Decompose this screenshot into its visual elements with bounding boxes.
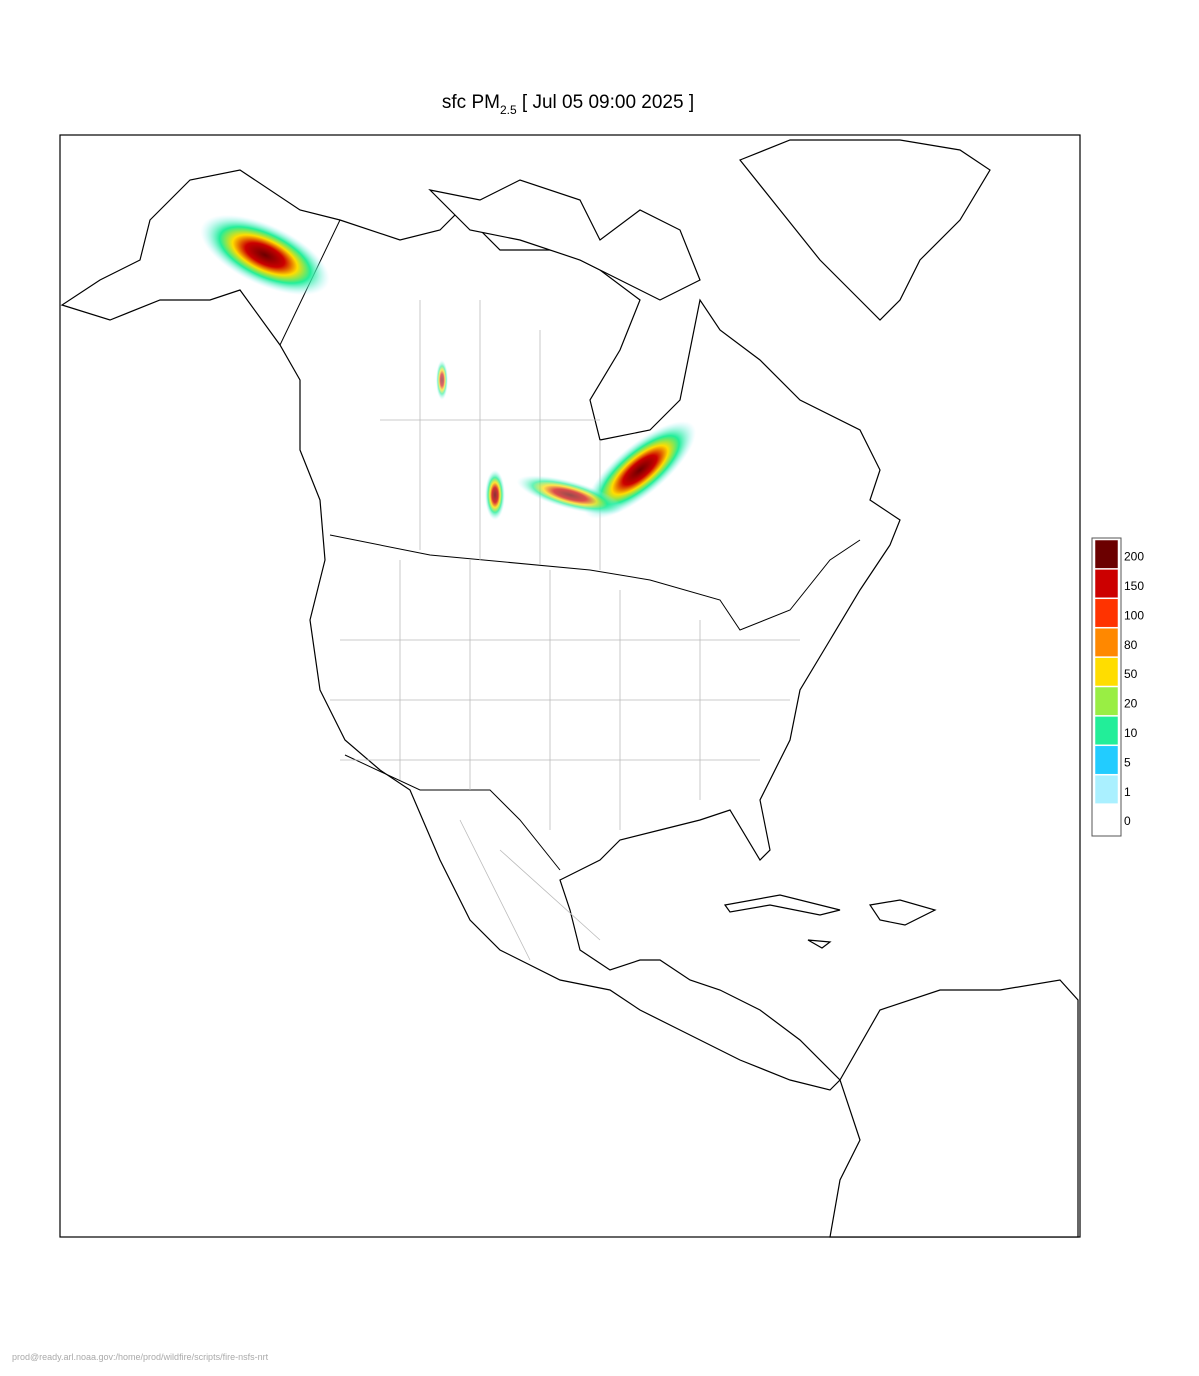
legend-label: 10: [1124, 726, 1138, 740]
map-title: sfc PM2.5 [ Jul 05 09:00 2025 ]: [442, 92, 694, 117]
legend-label: 150: [1124, 579, 1144, 593]
legend-label: 80: [1124, 638, 1138, 652]
smoke-plumes: [200, 214, 696, 520]
legend-swatch: [1094, 804, 1119, 834]
legend-label: 50: [1124, 667, 1138, 681]
legend-swatch: [1094, 774, 1119, 804]
legend-swatch: [1094, 716, 1119, 746]
legend-swatch: [1094, 569, 1119, 599]
legend-swatch: [1094, 627, 1119, 657]
legend-swatch: [1094, 745, 1119, 775]
legend-swatch: [1094, 598, 1119, 628]
legend-label: 5: [1124, 755, 1131, 769]
footer-path: prod@ready.arl.noaa.gov:/home/prod/wildf…: [12, 1352, 269, 1362]
legend-swatch: [1094, 539, 1119, 569]
legend-swatch: [1094, 657, 1119, 687]
legend-swatch: [1094, 686, 1119, 716]
legend-label: 20: [1124, 697, 1138, 711]
legend-label: 100: [1124, 608, 1144, 622]
legend-label: 1: [1124, 785, 1131, 799]
map-frame: [59, 134, 1081, 1238]
legend-label: 0: [1124, 814, 1131, 828]
legend-label: 200: [1124, 550, 1144, 564]
